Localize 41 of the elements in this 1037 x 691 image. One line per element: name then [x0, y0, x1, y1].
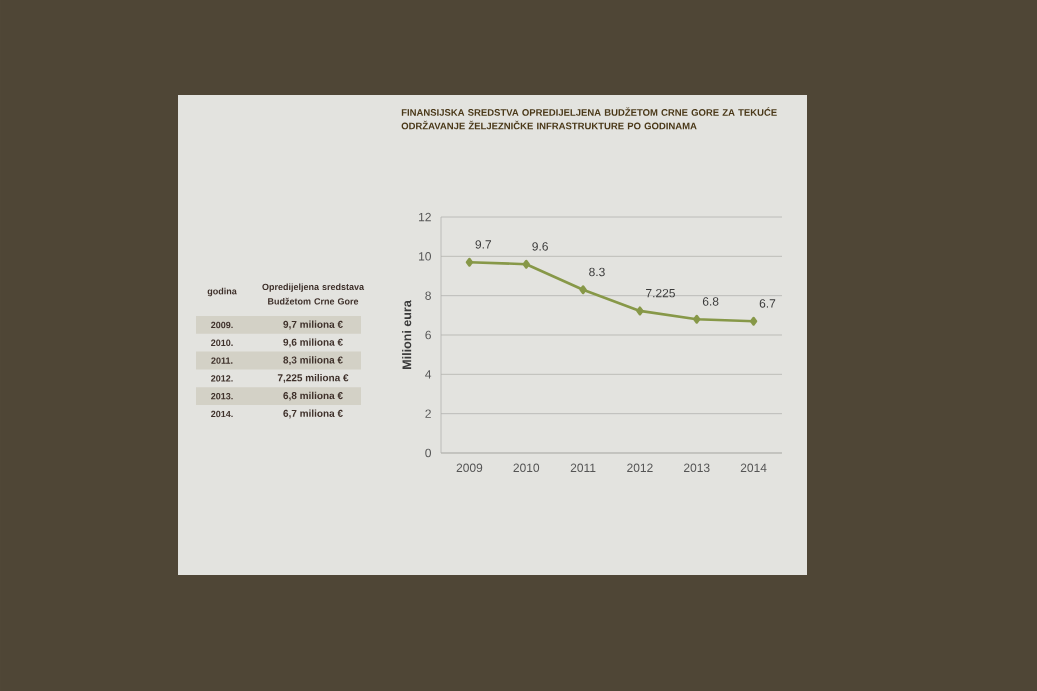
data-label: 6.8: [702, 297, 719, 306]
text: 9,7 miliona €: [283, 320, 343, 330]
text: 2014.: [211, 410, 233, 418]
point: [693, 314, 701, 324]
x-tick-label: 2009: [456, 463, 483, 473]
y-tick-label: 4: [425, 370, 432, 379]
y-tick-label: 10: [419, 252, 431, 261]
text: 2010.: [211, 339, 233, 346]
y-tick-label: 0: [425, 448, 432, 458]
x-tick-label: 2011: [570, 463, 596, 473]
text: 8,3 miliona €: [283, 356, 343, 365]
text: 6,8 miliona €: [283, 391, 343, 401]
y-tick-label: 8: [425, 291, 431, 300]
x-tick-label: 2014: [740, 463, 767, 473]
data-label: 8.3: [589, 267, 605, 277]
text: 2013.: [211, 393, 233, 400]
text: Opredijeljena sredstava Budžetom Crne Gore: [262, 283, 365, 305]
y-tick-label: 2: [425, 409, 431, 418]
y-axis-title: Milioni eura: [402, 300, 412, 369]
data-label: 9.6: [532, 242, 548, 251]
text: 6,7 miliona €: [283, 409, 343, 419]
data-label: 7.225: [646, 288, 675, 298]
point: [579, 285, 587, 295]
text: godina: [207, 287, 237, 297]
point: [636, 306, 644, 316]
y-tick-label: 12: [419, 212, 431, 222]
data-label: 6.7: [759, 299, 776, 308]
text: 2011.: [211, 357, 233, 364]
point: [749, 316, 758, 326]
point: [522, 259, 530, 269]
data-label: 9.7: [475, 240, 492, 249]
text: 7,225 miliona €: [277, 374, 349, 383]
text: 9,6 miliona €: [283, 338, 343, 348]
x-tick-label: 2012: [627, 463, 653, 473]
x-tick-label: 2010: [513, 463, 540, 473]
x-tick-label: 2013: [684, 463, 710, 473]
point: [465, 257, 474, 267]
text: 2012.: [211, 375, 233, 382]
chart-title: FINANSIJSKA SREDSTVA OPREDIJELJENA BUDŽETOM CRNE GORE ZA TEKUĆE ODRŽAVANJE ŽELJEZNIČKE INFRASTRUKTURE PO GODINAMA: [401, 107, 777, 130]
y-tick-label: 6: [425, 330, 431, 340]
text: 2009.: [211, 321, 233, 329]
